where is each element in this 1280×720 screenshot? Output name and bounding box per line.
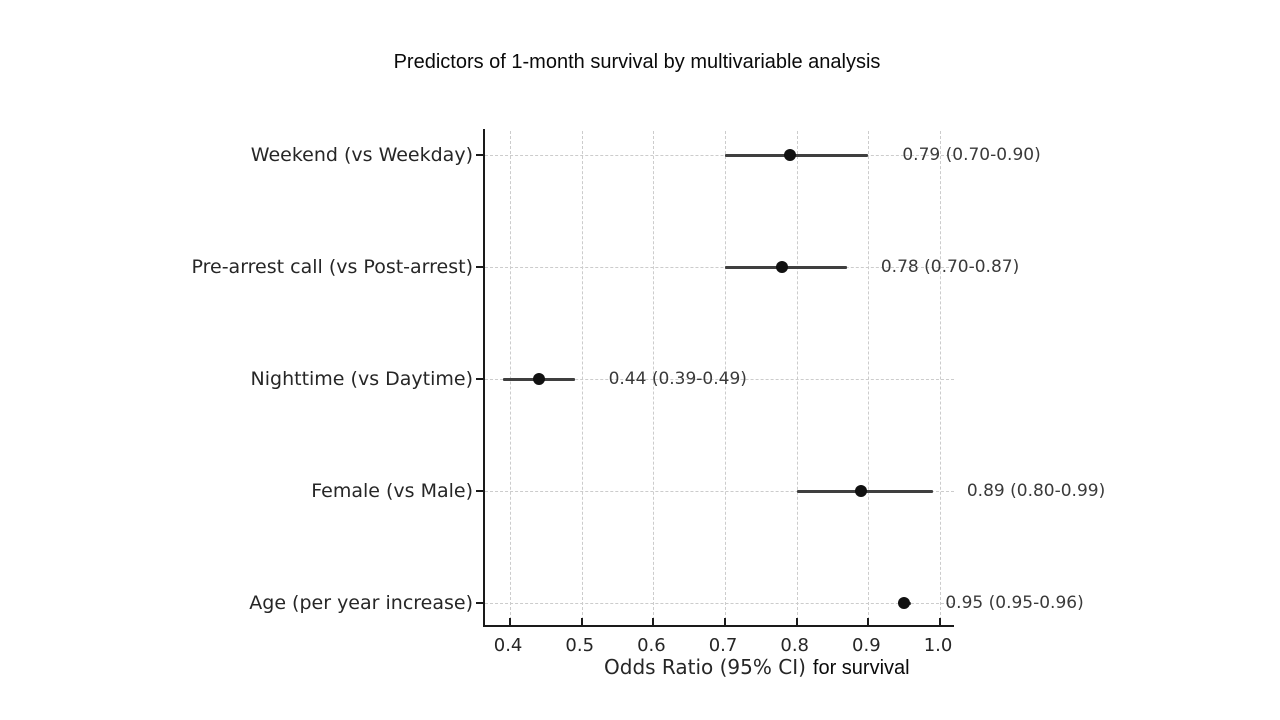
x-axis-label-main: Odds Ratio (95% CI) <box>604 655 806 679</box>
x-tick-mark <box>652 618 655 625</box>
category-label: Nighttime (vs Daytime) <box>250 368 473 390</box>
or-ci-annotation: 0.89 (0.80-0.99) <box>966 481 1106 501</box>
x-tick-mark <box>724 618 727 625</box>
y-gridline <box>485 603 954 604</box>
y-gridline <box>485 491 954 492</box>
category-label: Age (per year increase) <box>249 592 473 614</box>
ci-line <box>725 154 869 157</box>
or-ci-annotation: 0.79 (0.70-0.90) <box>902 145 1041 165</box>
x-tick-label: 0.6 <box>637 635 666 656</box>
plot-area <box>476 129 954 627</box>
y-tick-mark <box>476 378 483 380</box>
odds-ratio-marker <box>898 597 911 609</box>
x-tick-label: 0.8 <box>780 635 810 656</box>
x-gridline <box>581 131 583 625</box>
y-tick-mark <box>476 602 483 604</box>
x-tick-label: 1.0 <box>923 635 953 656</box>
x-tick-label: 0.5 <box>565 635 595 656</box>
or-ci-annotation: 0.95 (0.95-0.96) <box>945 593 1084 613</box>
x-tick-mark <box>939 618 942 625</box>
x-tick-mark <box>509 618 512 625</box>
x-tick-mark <box>867 618 870 625</box>
chart-title: Predictors of 1-month survival by multiv… <box>393 51 881 73</box>
x-tick-label: 0.7 <box>708 635 738 656</box>
odds-ratio-marker <box>783 149 796 161</box>
or-ci-annotation: 0.44 (0.39-0.49) <box>608 369 747 389</box>
category-label: Pre-arrest call (vs Post-arrest) <box>191 256 473 278</box>
odds-ratio-marker <box>776 261 789 273</box>
y-gridline <box>485 379 954 380</box>
x-gridline <box>868 131 870 625</box>
x-gridline <box>940 131 942 625</box>
x-axis-label-suffix: for survival <box>812 657 910 679</box>
x-axis-label: Odds Ratio (95% CI) for survival <box>604 655 910 680</box>
x-tick-mark <box>580 618 583 625</box>
x-tick-mark <box>795 618 798 625</box>
y-tick-mark <box>476 490 483 492</box>
y-gridline <box>485 267 954 268</box>
y-tick-mark <box>476 266 483 268</box>
category-label: Weekend (vs Weekday) <box>250 144 473 166</box>
y-tick-mark <box>476 154 483 156</box>
or-ci-annotation: 0.78 (0.70-0.87) <box>880 257 1020 277</box>
x-gridline <box>796 131 798 625</box>
odds-ratio-marker <box>532 373 545 385</box>
category-label: Female (vs Male) <box>311 480 473 502</box>
y-gridline <box>485 155 954 156</box>
x-gridline <box>725 131 727 625</box>
odds-ratio-marker <box>855 485 868 497</box>
x-tick-label: 0.4 <box>493 635 523 656</box>
x-tick-label: 0.9 <box>852 635 881 656</box>
x-gridline <box>653 131 655 625</box>
